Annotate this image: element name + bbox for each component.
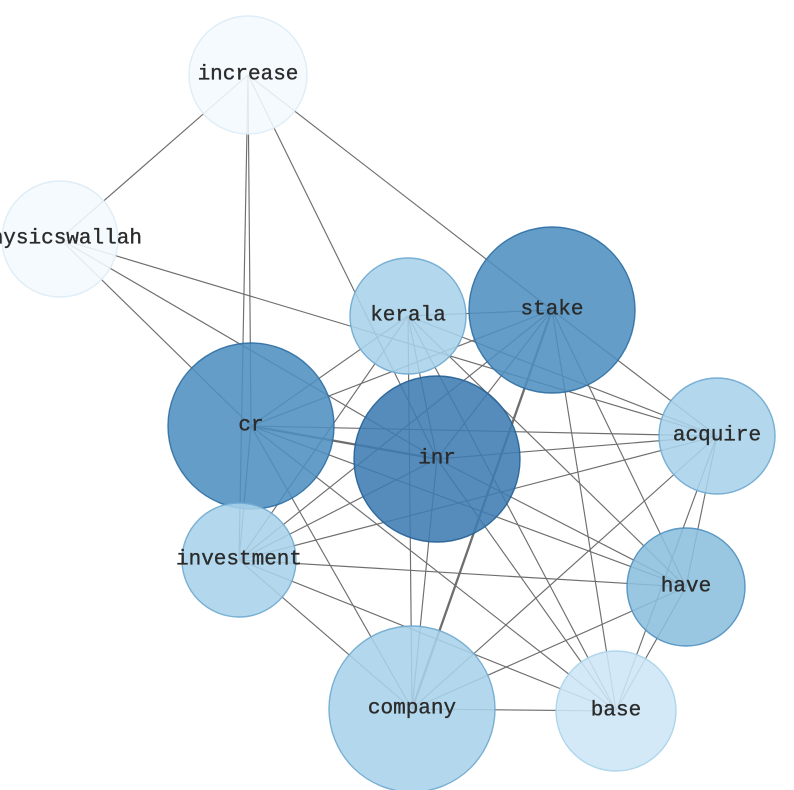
svg-text:acquire: acquire — [673, 425, 761, 448]
svg-text:investment: investment — [176, 549, 302, 572]
svg-text:stake: stake — [520, 299, 583, 322]
svg-text:physicswallah: physicswallah — [0, 228, 142, 251]
svg-text:base: base — [591, 700, 641, 723]
svg-text:company: company — [368, 698, 456, 721]
svg-text:inr: inr — [418, 448, 456, 471]
svg-text:kerala: kerala — [370, 305, 446, 328]
svg-text:increase: increase — [198, 64, 299, 87]
svg-text:have: have — [661, 576, 711, 599]
svg-text:cr: cr — [238, 415, 263, 438]
